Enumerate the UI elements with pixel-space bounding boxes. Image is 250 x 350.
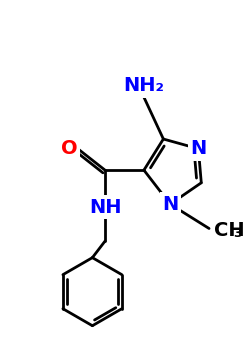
Text: NH: NH (89, 198, 121, 217)
Text: N: N (190, 139, 206, 158)
Text: N: N (162, 195, 178, 214)
Text: 3: 3 (234, 227, 242, 240)
Text: CH: CH (214, 221, 244, 240)
Text: NH₂: NH₂ (124, 76, 164, 95)
Text: O: O (61, 139, 77, 158)
